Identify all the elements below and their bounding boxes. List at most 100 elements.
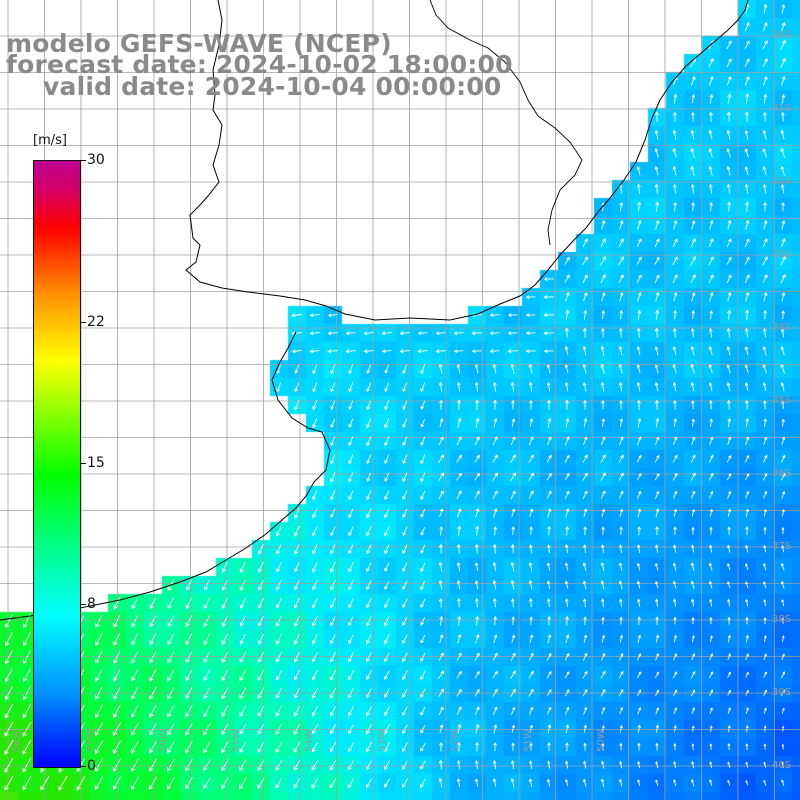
wind-arrow	[745, 581, 749, 589]
wind-arrow	[601, 634, 606, 643]
wind-arrow	[309, 331, 320, 336]
wind-arrow	[474, 688, 480, 697]
wind-arrow	[636, 544, 641, 553]
wind-arrow	[601, 418, 606, 427]
longitude-label: 55W	[231, 729, 242, 752]
wind-arrow	[601, 598, 605, 607]
wind-arrow	[453, 331, 464, 336]
wind-arrow	[456, 472, 462, 481]
wind-arrow	[439, 525, 444, 536]
wind-arrow	[564, 652, 570, 661]
wind-arrow	[547, 399, 551, 410]
wind-arrow	[221, 723, 229, 736]
wind-arrow	[402, 508, 408, 519]
wind-arrow	[221, 777, 229, 790]
wind-arrow	[239, 579, 247, 592]
wind-arrow	[546, 490, 552, 499]
wind-arrow	[130, 758, 139, 772]
wind-arrow	[330, 526, 336, 537]
wind-arrow	[510, 490, 516, 500]
wind-arrow	[58, 668, 67, 683]
wind-arrow	[291, 349, 302, 354]
wind-arrow	[148, 776, 158, 791]
wind-arrow	[619, 418, 624, 428]
wind-arrow	[439, 634, 444, 644]
wind-arrow	[763, 544, 767, 553]
wind-arrow	[366, 544, 372, 555]
wind-arrow	[763, 508, 767, 517]
wind-arrow	[347, 777, 355, 789]
wind-arrow	[672, 327, 677, 338]
wind-arrow	[637, 634, 642, 643]
wind-arrow	[221, 579, 228, 591]
wind-arrow	[510, 706, 516, 715]
wind-arrow	[529, 399, 533, 410]
wind-arrow	[384, 418, 390, 429]
wind-arrow	[492, 706, 498, 715]
wind-arrow	[690, 183, 695, 194]
wind-arrow	[185, 651, 193, 664]
wind-arrow	[203, 777, 211, 790]
wind-arrow	[131, 740, 139, 754]
wind-arrow	[492, 472, 498, 481]
wind-arrow	[58, 722, 67, 737]
wind-arrow	[564, 381, 569, 392]
wind-arrow	[583, 706, 588, 715]
wind-arrow	[619, 634, 624, 643]
wind-arrow	[457, 723, 462, 734]
wind-arrow	[438, 381, 443, 392]
wind-arrow	[654, 473, 660, 481]
wind-arrow	[673, 93, 678, 104]
wind-arrow	[420, 706, 426, 716]
wind-arrow	[546, 562, 551, 571]
wind-arrow	[294, 400, 300, 411]
wind-arrow	[726, 129, 731, 140]
wind-arrow	[420, 598, 426, 608]
wind-arrow	[619, 309, 624, 320]
wind-arrow	[583, 291, 588, 302]
wind-arrow	[348, 472, 354, 483]
wind-arrow	[329, 742, 336, 753]
wind-arrow	[708, 345, 713, 356]
wind-arrow	[185, 597, 193, 610]
wind-arrow	[744, 256, 750, 265]
wind-arrow	[781, 707, 785, 714]
wind-arrow	[781, 400, 785, 409]
wind-arrow	[636, 580, 641, 589]
wind-arrow	[529, 616, 533, 625]
wind-arrow	[435, 349, 446, 354]
wind-arrow	[239, 741, 247, 753]
wind-arrow	[402, 454, 408, 465]
wind-arrow	[547, 525, 552, 536]
wind-arrow	[618, 562, 623, 572]
wind-arrow	[489, 349, 500, 354]
wind-arrow	[345, 349, 356, 354]
wind-arrow	[708, 57, 714, 68]
wind-arrow	[58, 740, 67, 755]
wind-arrow	[456, 454, 462, 463]
wind-arrow	[40, 704, 49, 719]
wind-arrow	[221, 741, 229, 754]
wind-arrow	[582, 580, 587, 590]
wind-arrow	[94, 758, 103, 773]
wind-arrow	[655, 706, 660, 715]
wind-arrow	[673, 111, 677, 122]
wind-arrow	[673, 436, 678, 445]
wind-arrow	[294, 562, 300, 573]
wind-arrow	[672, 580, 677, 589]
wind-arrow	[636, 562, 641, 571]
wind-arrow	[4, 650, 13, 665]
wind-arrow	[709, 725, 713, 732]
wind-arrow	[763, 201, 767, 212]
wind-arrow	[565, 724, 570, 734]
wind-arrow	[275, 580, 282, 591]
wind-arrow	[673, 724, 677, 733]
wind-arrow	[582, 688, 588, 697]
wind-arrow	[619, 436, 624, 446]
wind-arrow	[312, 490, 318, 501]
wind-arrow	[474, 543, 479, 554]
wind-arrow	[239, 777, 247, 790]
wind-arrow	[691, 598, 695, 607]
wind-arrow	[185, 759, 193, 772]
